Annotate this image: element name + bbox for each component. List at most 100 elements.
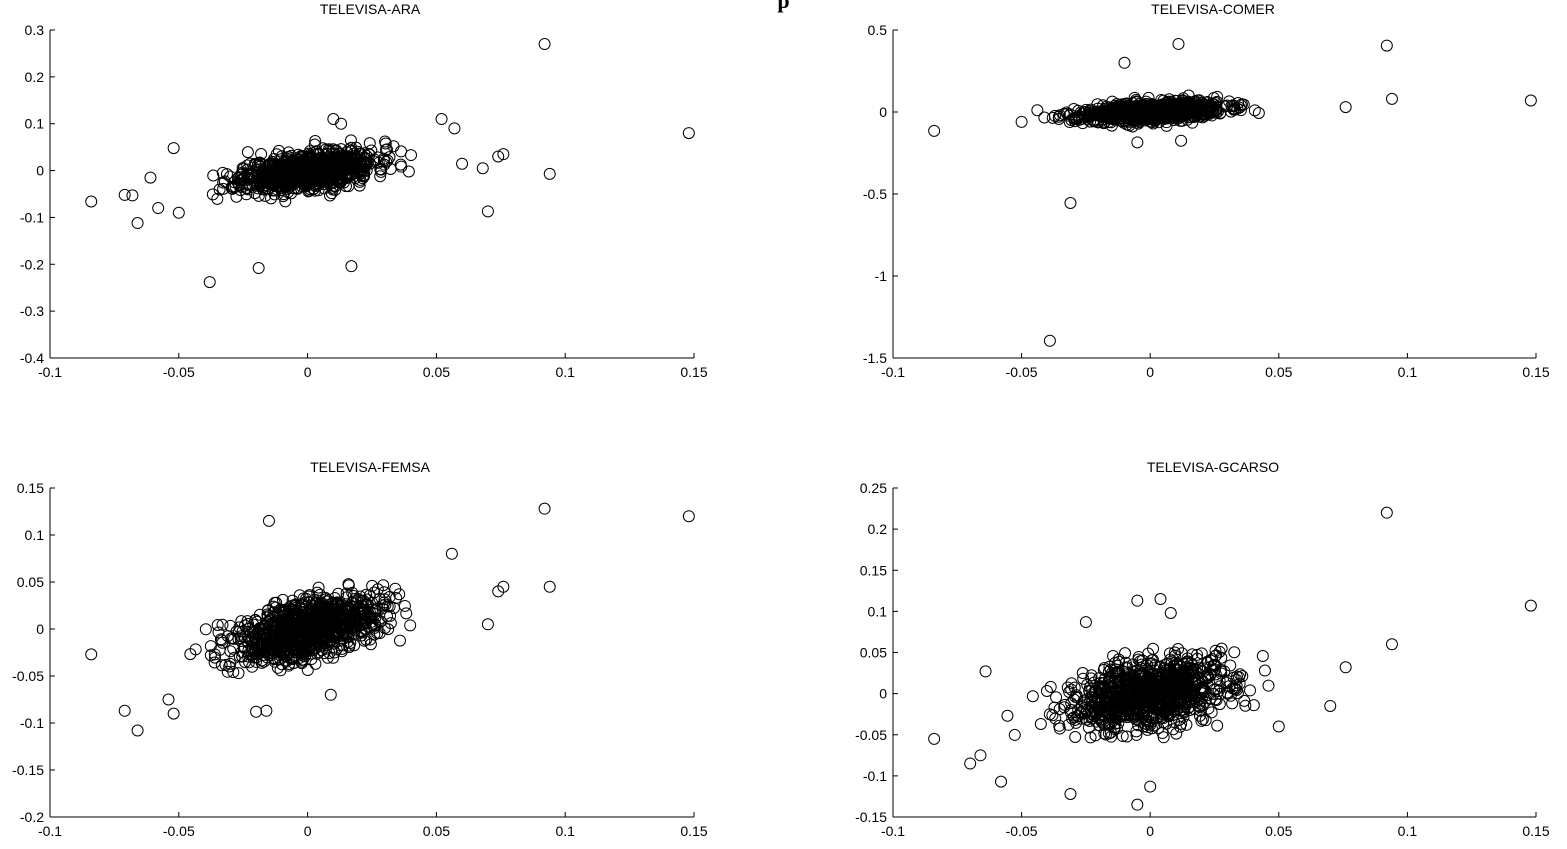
scatter-point [152,202,165,215]
scatter-point [1109,113,1122,126]
scatter-point [162,693,175,706]
y-tick-label: 0.25 [860,480,887,496]
scatter-point [1194,105,1207,118]
scatter-point [331,173,344,186]
scatter-point [345,260,358,273]
scatter-point [203,276,216,289]
axes: -0.1 -0.05 0 0.05 0.1 0.15 -0.4 -0.3 -0.2 -0.1 0 0.… [20,22,708,380]
scatter-point [302,177,315,190]
scatter-point [1211,719,1224,732]
scatter-point [260,704,273,717]
scatter-point [1131,798,1144,811]
scatter-point [211,619,224,632]
scatter-point [1380,506,1393,519]
scatter-point [1256,649,1269,662]
scatter-point [227,665,240,678]
scatter-point [301,664,314,677]
scatter-point [353,179,366,192]
scatter-point [928,124,941,137]
scatter-point [1046,111,1059,124]
scatter-point [1095,107,1108,120]
scatter-point [928,732,941,745]
scatter-point [1131,594,1144,607]
scatter-point [363,148,376,161]
scatter-point [246,167,259,180]
scatter-point [131,724,144,737]
scatter-point [1172,37,1185,50]
scatter-point [404,149,417,162]
scatter-point [216,166,229,179]
scatter-point [324,688,337,701]
scatter-point [380,155,393,168]
x-tick-label: -0.1 [881,364,905,380]
x-tick-label: 0 [1146,364,1154,380]
scatter-point [224,657,237,670]
scatter-point [299,158,312,171]
scatter-point [345,159,358,172]
scatter-point [1113,109,1126,122]
scatter-point [995,775,1008,788]
scatter-point [1015,115,1028,128]
scatter-point [481,205,494,218]
x-tick-label: 0.1 [555,823,575,839]
y-tick-label: 0 [36,163,44,179]
scatter-point [1156,727,1169,740]
scatter-point [325,164,338,177]
scatter-point [538,502,551,515]
y-tick-label: 0.1 [25,527,45,543]
scatter-point [296,169,309,182]
scatter-point [346,155,359,168]
scatter-point [400,607,413,620]
scatter-point [254,179,267,192]
scatter-point [289,164,302,177]
scatter-point [1228,100,1241,113]
y-tick-label: 0.2 [868,521,888,537]
scatter-point [1184,110,1197,123]
scatter-point [325,157,338,170]
scatter-point [1248,104,1261,117]
scatter-point [1244,684,1257,697]
scatter-point [278,161,291,174]
scatter-point [118,188,131,201]
axes: -0.1 -0.05 0 0.05 0.1 0.15 -0.2 -0.15 -0.1 -0.05 0… [12,480,708,839]
scatter-point [235,174,248,187]
scatter-point [1380,39,1393,52]
scatter-point [1113,655,1126,668]
scatter-point [333,150,346,163]
scatter-point [1210,100,1223,113]
scatter-point [378,593,391,606]
scatter-point [1228,646,1241,659]
y-tick-label: -0.1 [20,209,44,225]
scatter-point [199,623,212,636]
scatter-point [236,167,249,180]
panel-title: TELEVISA-COMER [1151,1,1275,17]
scatter-point [339,180,352,193]
scatter-point [543,167,556,180]
x-tick-label: 0.15 [1522,364,1549,380]
scatter-point [252,262,265,275]
scatter-point [964,757,977,770]
scatter-panel-televisa-femsa: TELEVISA-FEMSA -0.1 -0.05 0 0.05 0.1 0.15 -0.2… [12,459,708,839]
scatter-point [1026,690,1039,703]
scatter-point [1524,599,1537,612]
scatter-point [1038,111,1051,124]
scatter-point [207,169,220,182]
scatter-point [1183,99,1196,112]
scatter-point [228,651,241,664]
y-tick-label: 0.05 [17,574,44,590]
scatter-point [1385,92,1398,105]
scatter-point [270,168,283,181]
scatter-point [296,155,309,168]
scatter-point [85,648,98,661]
scatter-point [1079,616,1092,629]
scatter-point [321,651,334,664]
scatter-panel-televisa-gcarso: TELEVISA-GCARSO -0.1 -0.05 0 0.05 0.1 0.15 -0.… [855,459,1550,839]
scatter-point [1524,94,1537,107]
scatter-point [1211,90,1224,103]
scatter-points [85,502,695,737]
scatter-point [308,138,321,151]
scatter-point [215,634,228,647]
scatter-point [1226,697,1239,710]
y-tick-label: -0.15 [855,809,887,825]
scatter-point [250,705,263,718]
